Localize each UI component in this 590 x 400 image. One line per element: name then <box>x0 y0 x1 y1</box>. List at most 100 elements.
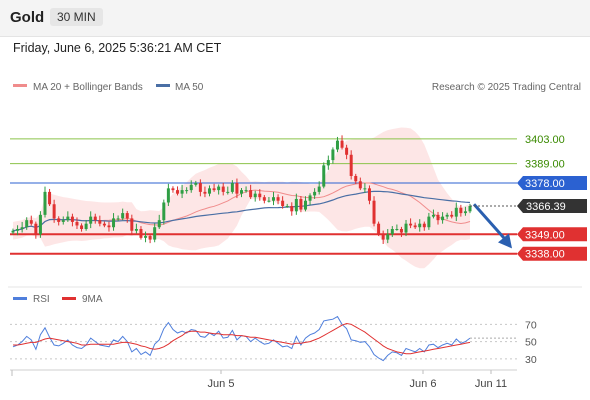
candle <box>395 224 399 231</box>
candle <box>52 199 56 223</box>
candle-body <box>377 223 381 235</box>
candle <box>290 202 294 216</box>
candle-body <box>463 211 467 214</box>
asset-name: Gold <box>10 9 45 26</box>
candle-body <box>409 223 413 226</box>
candle <box>121 208 125 221</box>
candle <box>345 144 349 160</box>
candle-body <box>116 218 120 220</box>
candle <box>226 186 230 195</box>
chart-datetime: Friday, June 6, 2025 5:36:21 AM CET <box>13 41 222 55</box>
candle <box>322 162 326 189</box>
candle <box>80 223 84 232</box>
candle <box>381 230 385 245</box>
candle <box>75 217 79 229</box>
rsi-axis-label: 50 <box>525 337 537 349</box>
candle-body <box>345 147 349 155</box>
candle-body <box>102 223 106 226</box>
candle <box>157 214 161 229</box>
rsi-ma-line <box>13 322 471 355</box>
time-axis: Jun 5 Jun 6 Jun 11 <box>11 370 507 390</box>
level-tag <box>517 227 587 242</box>
header-bar: Gold 30 MIN <box>0 0 590 37</box>
candle <box>386 228 390 244</box>
candle <box>208 185 212 197</box>
candle <box>212 183 216 192</box>
candle <box>176 186 180 196</box>
candle-body <box>413 225 417 228</box>
candle-body <box>48 191 52 205</box>
candle-body <box>52 204 56 219</box>
candle <box>153 223 157 243</box>
candle-body <box>11 230 15 233</box>
candle-body <box>372 200 376 224</box>
candle <box>468 203 472 214</box>
candle-body <box>148 236 152 240</box>
candle-body <box>34 223 38 235</box>
candle <box>299 196 303 213</box>
candle-body <box>70 216 74 222</box>
candle-body <box>194 183 198 185</box>
candle <box>413 222 417 229</box>
candle-body <box>230 183 234 192</box>
candle <box>367 185 371 205</box>
candle <box>125 210 129 223</box>
forecast-arrow-head <box>498 233 512 249</box>
key-levels: 3403.00 3389.00 3378.00 3349.00 3338.00 <box>10 134 587 261</box>
candle-body <box>16 228 20 231</box>
candle-body <box>349 154 353 176</box>
candle-body <box>212 188 216 191</box>
candle-body <box>153 227 157 240</box>
level-label: 3338.00 <box>525 249 565 261</box>
candle-body <box>322 165 326 187</box>
candle-body <box>217 186 221 191</box>
candle-body <box>427 216 431 228</box>
candle-body <box>125 213 129 219</box>
candle-body <box>121 213 125 219</box>
candle <box>43 186 47 218</box>
candle <box>399 226 403 237</box>
candle <box>102 221 106 228</box>
candle-body <box>281 200 285 207</box>
forecast-arrow-shaft <box>472 203 509 243</box>
candle-body <box>335 140 339 150</box>
candle-body <box>294 198 298 212</box>
candle <box>203 186 207 198</box>
candle-body <box>166 188 170 203</box>
candle-body <box>363 188 367 190</box>
candle <box>377 221 381 237</box>
rsi-panel: 70 50 30 <box>10 315 537 366</box>
candle <box>358 177 362 191</box>
candle-body <box>285 206 289 208</box>
candle <box>148 233 152 244</box>
candle <box>459 204 463 217</box>
candle-body <box>61 220 65 222</box>
candle <box>463 206 467 216</box>
ma20-legend-swatch <box>13 84 27 87</box>
candle-body <box>89 216 93 224</box>
candle <box>354 173 358 184</box>
level-label: 3403.00 <box>525 134 565 146</box>
candle <box>308 193 312 206</box>
candle-body <box>262 197 266 201</box>
candle <box>313 188 317 199</box>
candle-body <box>422 223 426 228</box>
last-price-tag <box>517 199 587 214</box>
time-tick-label: Jun 11 <box>475 378 507 390</box>
candle-body <box>139 228 143 238</box>
candle <box>66 211 70 222</box>
candle-body <box>258 193 262 198</box>
candle <box>130 214 134 235</box>
candle <box>217 184 221 195</box>
candle-body <box>299 198 303 210</box>
candle <box>331 147 335 164</box>
level-tag <box>517 246 587 261</box>
candle <box>144 231 148 243</box>
timeframe-badge[interactable]: 30 MIN <box>50 8 103 26</box>
candle-body <box>303 200 307 210</box>
candle-body <box>418 223 422 228</box>
level-tag <box>517 176 587 191</box>
candle-body <box>107 225 111 228</box>
candle-body <box>271 197 275 201</box>
candle <box>431 209 435 219</box>
